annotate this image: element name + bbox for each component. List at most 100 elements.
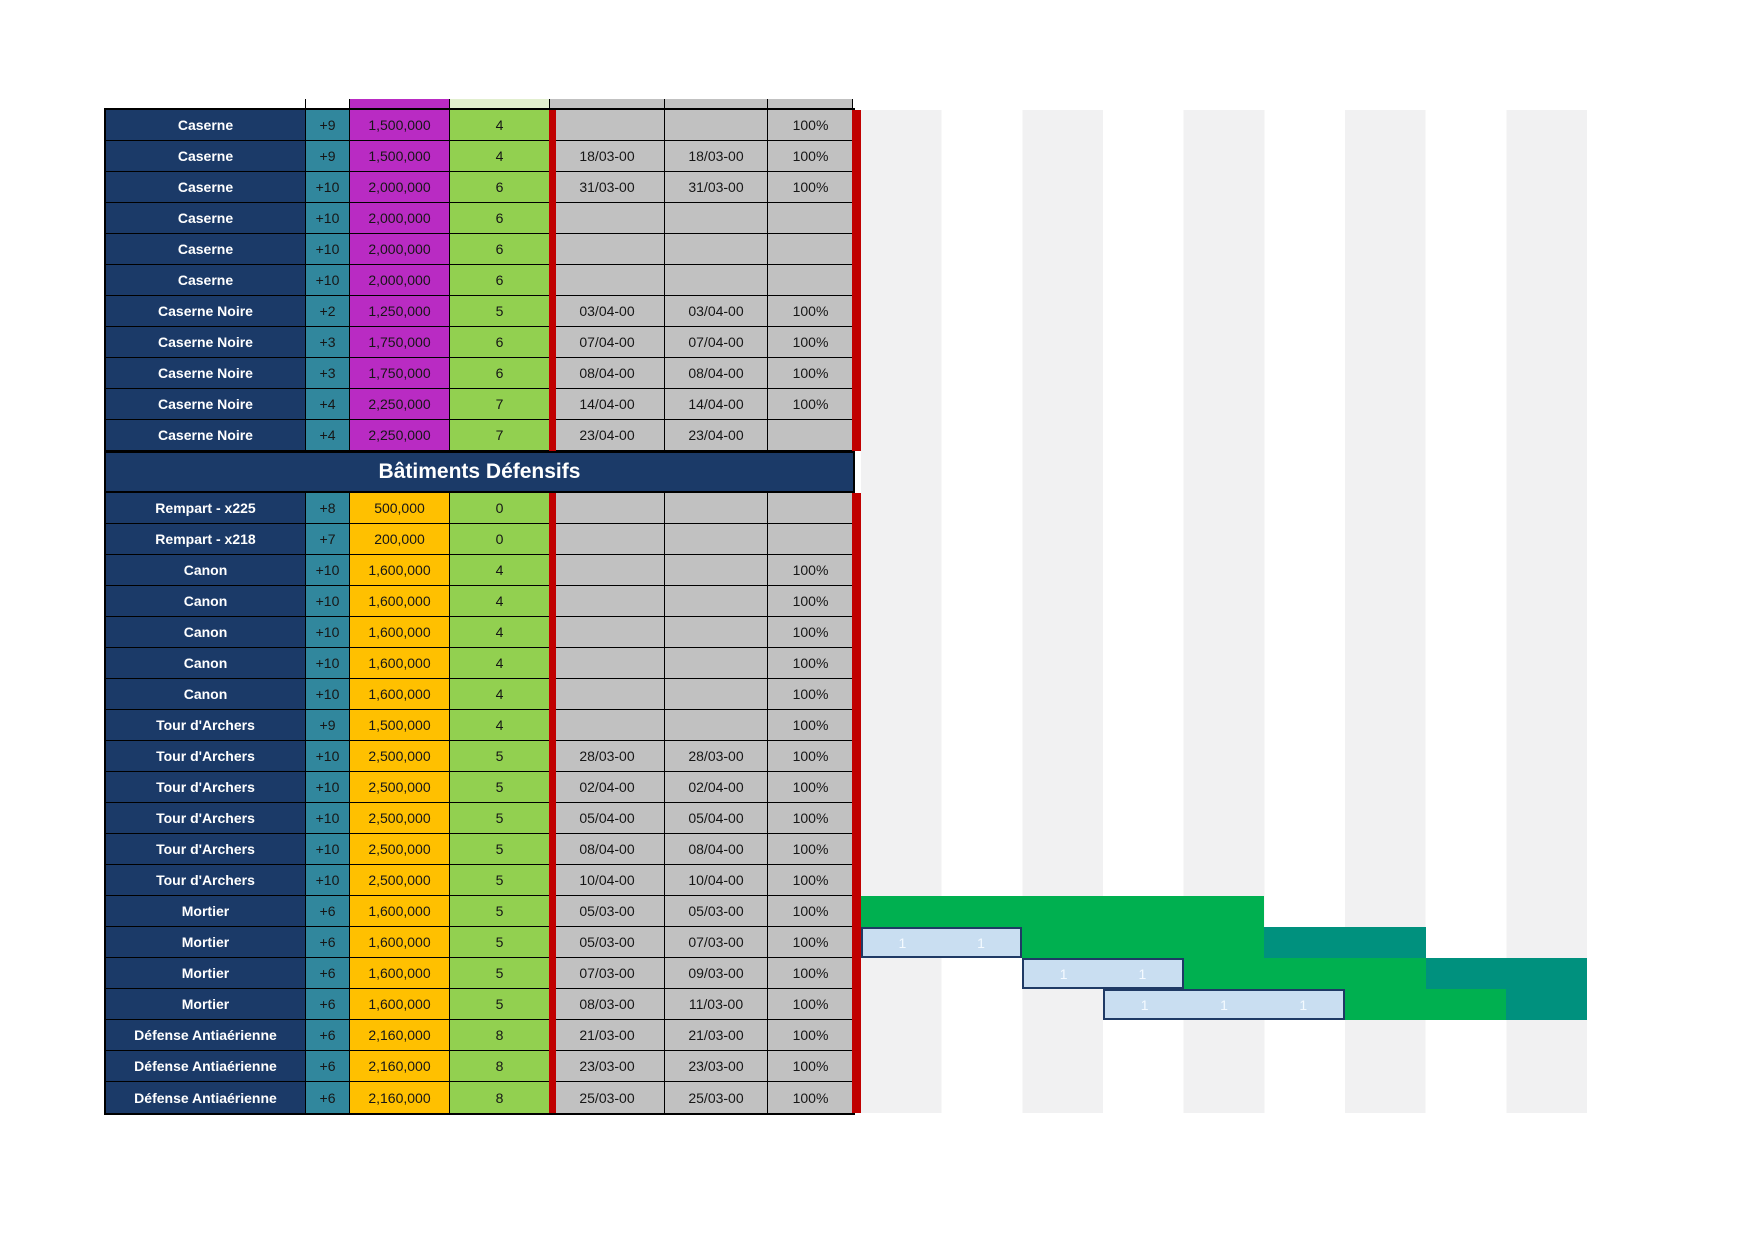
bonus-cell[interactable]: +10 — [306, 203, 350, 234]
quantity-cell[interactable]: 4 — [450, 141, 550, 172]
quantity-cell[interactable]: 5 — [450, 865, 550, 896]
gantt-bar-planned[interactable]: 1 1 1 — [1103, 989, 1345, 1020]
end-date-cell[interactable] — [665, 110, 768, 141]
cost-cell[interactable]: 500,000 — [350, 493, 450, 524]
completion-cell[interactable]: 100% — [768, 896, 853, 927]
building-name-cell[interactable]: Tour d'Archers — [106, 710, 306, 741]
building-name-cell[interactable]: Rempart - x225 — [106, 493, 306, 524]
cost-cell[interactable]: 2,160,000 — [350, 1020, 450, 1051]
quantity-cell[interactable]: 6 — [450, 358, 550, 389]
building-name-cell[interactable]: Défense Antiaérienne — [106, 1082, 306, 1113]
cost-cell[interactable]: 1,500,000 — [350, 710, 450, 741]
building-name-cell[interactable]: Tour d'Archers — [106, 803, 306, 834]
quantity-cell[interactable]: 5 — [450, 989, 550, 1020]
quantity-cell[interactable]: 6 — [450, 172, 550, 203]
start-date-cell[interactable]: 31/03-00 — [550, 172, 665, 203]
start-date-cell[interactable] — [550, 265, 665, 296]
quantity-cell[interactable]: 5 — [450, 803, 550, 834]
bonus-cell[interactable]: +6 — [306, 989, 350, 1020]
building-name-cell[interactable]: Canon — [106, 555, 306, 586]
cost-cell[interactable]: 2,250,000 — [350, 420, 450, 451]
quantity-cell[interactable]: 6 — [450, 203, 550, 234]
building-name-cell[interactable]: Défense Antiaérienne — [106, 1051, 306, 1082]
start-date-cell[interactable] — [550, 679, 665, 710]
building-name-cell[interactable]: Caserne Noire — [106, 420, 306, 451]
building-name-cell[interactable]: Caserne — [106, 203, 306, 234]
building-name-cell[interactable]: Canon — [106, 679, 306, 710]
building-name-cell[interactable]: Caserne Noire — [106, 296, 306, 327]
start-date-cell[interactable]: 23/03-00 — [550, 1051, 665, 1082]
end-date-cell[interactable]: 23/03-00 — [665, 1051, 768, 1082]
completion-cell[interactable]: 100% — [768, 772, 853, 803]
quantity-cell[interactable]: 5 — [450, 296, 550, 327]
end-date-cell[interactable]: 07/03-00 — [665, 927, 768, 958]
cost-cell[interactable]: 1,250,000 — [350, 296, 450, 327]
building-name-cell[interactable]: Canon — [106, 586, 306, 617]
start-date-cell[interactable] — [550, 648, 665, 679]
gantt-bar-progress[interactable] — [861, 896, 1265, 927]
completion-cell[interactable]: 100% — [768, 648, 853, 679]
start-date-cell[interactable]: 05/03-00 — [550, 927, 665, 958]
start-date-cell[interactable]: 28/03-00 — [550, 741, 665, 772]
start-date-cell[interactable] — [550, 110, 665, 141]
bonus-cell[interactable]: +10 — [306, 586, 350, 617]
end-date-cell[interactable] — [665, 203, 768, 234]
end-date-cell[interactable] — [665, 679, 768, 710]
building-name-cell[interactable]: Tour d'Archers — [106, 772, 306, 803]
cost-cell[interactable]: 1,600,000 — [350, 555, 450, 586]
cost-cell[interactable]: 1,500,000 — [350, 141, 450, 172]
bonus-cell[interactable]: +6 — [306, 1020, 350, 1051]
cost-cell[interactable]: 2,000,000 — [350, 265, 450, 296]
completion-cell[interactable]: 100% — [768, 141, 853, 172]
cost-cell[interactable]: 1,600,000 — [350, 586, 450, 617]
building-name-cell[interactable]: Caserne Noire — [106, 358, 306, 389]
cost-cell[interactable]: 2,160,000 — [350, 1082, 450, 1113]
building-name-cell[interactable]: Caserne Noire — [106, 389, 306, 420]
bonus-cell[interactable]: +10 — [306, 679, 350, 710]
start-date-cell[interactable]: 08/04-00 — [550, 834, 665, 865]
quantity-cell[interactable]: 8 — [450, 1082, 550, 1113]
gantt-bar-overrun[interactable] — [1425, 958, 1588, 989]
cost-cell[interactable]: 2,000,000 — [350, 234, 450, 265]
completion-cell[interactable]: 100% — [768, 865, 853, 896]
completion-cell[interactable]: 100% — [768, 1051, 853, 1082]
bonus-cell[interactable]: +10 — [306, 172, 350, 203]
end-date-cell[interactable] — [665, 586, 768, 617]
completion-cell[interactable]: 100% — [768, 803, 853, 834]
end-date-cell[interactable]: 31/03-00 — [665, 172, 768, 203]
bonus-cell[interactable]: +6 — [306, 896, 350, 927]
start-date-cell[interactable]: 25/03-00 — [550, 1082, 665, 1113]
completion-cell[interactable]: 100% — [768, 617, 853, 648]
completion-cell[interactable]: 100% — [768, 110, 853, 141]
bonus-cell[interactable]: +4 — [306, 420, 350, 451]
start-date-cell[interactable]: 08/04-00 — [550, 358, 665, 389]
quantity-cell[interactable]: 4 — [450, 555, 550, 586]
building-name-cell[interactable]: Mortier — [106, 927, 306, 958]
quantity-cell[interactable]: 4 — [450, 617, 550, 648]
bonus-cell[interactable]: +10 — [306, 234, 350, 265]
cost-cell[interactable]: 2,000,000 — [350, 203, 450, 234]
building-name-cell[interactable]: Caserne — [106, 141, 306, 172]
gantt-bar-progress[interactable] — [1022, 927, 1265, 958]
bonus-cell[interactable]: +3 — [306, 327, 350, 358]
cost-cell[interactable]: 2,500,000 — [350, 772, 450, 803]
bonus-cell[interactable]: +10 — [306, 741, 350, 772]
bonus-cell[interactable]: +10 — [306, 865, 350, 896]
bonus-cell[interactable]: +10 — [306, 834, 350, 865]
end-date-cell[interactable]: 07/04-00 — [665, 327, 768, 358]
completion-cell[interactable]: 100% — [768, 710, 853, 741]
start-date-cell[interactable] — [550, 586, 665, 617]
quantity-cell[interactable]: 5 — [450, 927, 550, 958]
start-date-cell[interactable] — [550, 710, 665, 741]
quantity-cell[interactable]: 8 — [450, 1020, 550, 1051]
building-name-cell[interactable]: Mortier — [106, 958, 306, 989]
bonus-cell[interactable]: +6 — [306, 958, 350, 989]
cost-cell[interactable]: 1,600,000 — [350, 989, 450, 1020]
building-name-cell[interactable]: Tour d'Archers — [106, 865, 306, 896]
end-date-cell[interactable]: 05/03-00 — [665, 896, 768, 927]
start-date-cell[interactable]: 05/03-00 — [550, 896, 665, 927]
quantity-cell[interactable]: 6 — [450, 234, 550, 265]
cost-cell[interactable]: 2,000,000 — [350, 172, 450, 203]
building-name-cell[interactable]: Mortier — [106, 896, 306, 927]
building-name-cell[interactable]: Tour d'Archers — [106, 834, 306, 865]
